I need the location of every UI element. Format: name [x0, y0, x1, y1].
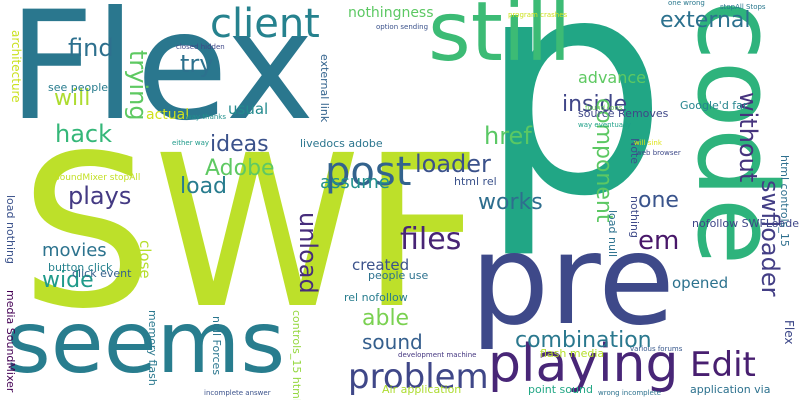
word: Google'd far	[680, 99, 748, 112]
word: program crashes	[508, 11, 568, 19]
word: p	[478, 0, 669, 262]
word: hack	[55, 120, 113, 148]
word: sound	[362, 330, 423, 354]
word: incomplete answer	[204, 389, 271, 397]
word: external	[660, 8, 751, 33]
word: application via	[690, 383, 771, 396]
word: either way	[172, 139, 209, 147]
word: Flex	[8, 0, 315, 154]
word: try	[180, 50, 214, 78]
word: problem	[348, 357, 489, 397]
word: various forums	[630, 345, 683, 353]
word: wrong incomplete	[598, 389, 661, 397]
word: client	[210, 1, 320, 47]
word: memory flash	[146, 310, 159, 386]
word: em	[638, 226, 680, 256]
word: actual	[146, 107, 190, 123]
word: find	[68, 34, 114, 62]
word: controls_15 html	[290, 310, 303, 400]
word: stopAll Stops	[720, 3, 766, 11]
word: null Forces	[210, 316, 223, 376]
word: Edit	[690, 345, 756, 385]
word: movies	[42, 240, 107, 261]
word: href	[484, 122, 532, 150]
word: nothingness	[348, 5, 434, 21]
word: plays	[68, 182, 132, 210]
word: one wrong	[668, 0, 705, 7]
word: files	[400, 222, 462, 257]
word: pre	[470, 208, 675, 353]
word: opened	[672, 274, 729, 292]
word: Air application	[382, 383, 462, 396]
word: html rel	[454, 175, 497, 188]
word: external link	[318, 54, 331, 123]
word: wide	[42, 268, 94, 293]
word: usual	[228, 100, 269, 118]
word: playing	[488, 334, 679, 394]
word: created	[352, 256, 410, 274]
word: nothing	[628, 196, 641, 238]
word: rel nofollow	[344, 291, 408, 304]
word: people use	[368, 269, 429, 282]
word: loader	[415, 150, 491, 178]
word: nofollow SWFLoader	[692, 217, 800, 230]
word: advance	[578, 68, 647, 87]
word: button click	[48, 261, 113, 274]
word: flash media	[540, 347, 605, 360]
word: html controls_15	[778, 155, 791, 247]
word: still	[428, 0, 572, 80]
word: able	[362, 306, 410, 331]
word: source Removes	[578, 107, 669, 120]
word: load	[180, 174, 228, 199]
word: option sending	[376, 23, 429, 31]
word: will sink	[634, 139, 662, 147]
word: click event	[72, 267, 132, 280]
word: SoundMixer stopAll	[54, 173, 141, 183]
word: architecture	[9, 30, 23, 103]
word: will	[54, 86, 91, 111]
word: point sound	[528, 383, 593, 396]
word: way thanks	[186, 113, 226, 121]
word: media SoundMixer	[4, 290, 17, 393]
word: load nothing	[4, 195, 17, 265]
word: livedocs adobe	[300, 137, 383, 150]
word: works	[478, 190, 543, 215]
word: Flex	[782, 320, 796, 345]
word: seems	[6, 293, 286, 393]
word: Adobe	[205, 156, 275, 181]
word: development machine	[398, 351, 477, 359]
word: inside	[562, 92, 628, 117]
word: SWF	[20, 110, 482, 355]
word: assume	[320, 172, 390, 193]
word: ideas	[210, 132, 269, 157]
word: load null	[606, 210, 619, 258]
word: close	[136, 240, 154, 279]
word: post	[325, 149, 412, 195]
word: way eventually	[578, 121, 632, 129]
word: one	[638, 188, 679, 213]
word: combination	[515, 328, 652, 353]
word: found tons	[585, 104, 623, 112]
word: closed hidden	[176, 43, 225, 51]
word: web browser	[636, 149, 681, 157]
word: see people	[48, 81, 109, 94]
word: unload	[294, 212, 322, 294]
